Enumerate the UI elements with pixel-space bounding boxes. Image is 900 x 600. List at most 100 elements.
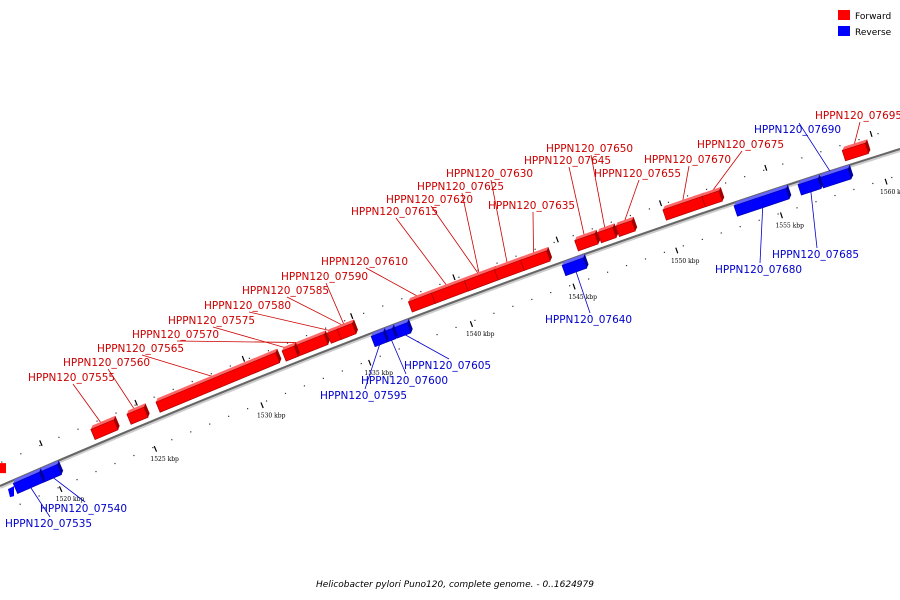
gene-block-side xyxy=(39,468,46,483)
gene-label[interactable]: HPPN120_07600 xyxy=(361,375,448,387)
minor-tick-upper xyxy=(439,283,441,285)
minor-tick-upper xyxy=(496,262,498,264)
minor-tick-upper xyxy=(210,373,212,375)
gene-label[interactable]: HPPN120_07580 xyxy=(204,300,291,312)
gene-label[interactable]: HPPN120_07685 xyxy=(772,249,859,261)
gene-block[interactable] xyxy=(281,342,301,362)
gene-label[interactable]: HPPN120_07560 xyxy=(63,357,150,369)
gene-block[interactable] xyxy=(90,415,121,440)
minor-tick xyxy=(493,312,495,314)
gene-label[interactable]: HPPN120_07630 xyxy=(446,168,533,180)
minor-tick xyxy=(341,370,343,372)
gene-block-top xyxy=(39,460,59,473)
gene-block[interactable] xyxy=(370,327,390,348)
gene-connector xyxy=(29,485,51,518)
gene-label[interactable]: HPPN120_07655 xyxy=(594,168,681,180)
minor-tick xyxy=(38,495,40,497)
gene-block-top xyxy=(126,403,146,415)
gene-block-top xyxy=(733,184,788,206)
gene-connector xyxy=(710,150,743,194)
gene-block-top xyxy=(282,342,296,351)
gene-label[interactable]: HPPN120_07635 xyxy=(488,200,575,212)
gene-label[interactable]: HPPN120_07590 xyxy=(281,271,368,283)
tick-mark xyxy=(260,402,264,409)
gene-label[interactable]: HPPN120_07645 xyxy=(524,155,611,167)
gene-block[interactable] xyxy=(819,164,854,189)
gene-connector xyxy=(325,282,346,327)
gene-connector xyxy=(51,476,86,503)
gene-label[interactable]: HPPN120_07650 xyxy=(546,143,633,155)
minor-tick-upper xyxy=(667,201,670,203)
gene-label[interactable]: HPPN120_07615 xyxy=(351,206,438,218)
minor-tick xyxy=(95,470,97,473)
gene-label[interactable]: HPPN120_07670 xyxy=(644,154,731,166)
genome-caption: Helicobacter pylori Puno120, complete ge… xyxy=(316,580,594,590)
minor-tick xyxy=(247,408,249,410)
gene-label[interactable]: HPPN120_07595 xyxy=(320,390,407,402)
gene-label[interactable]: HPPN120_07640 xyxy=(545,314,632,326)
gene-label[interactable]: HPPN120_07575 xyxy=(168,315,255,327)
minor-tick xyxy=(777,213,779,215)
gene-label[interactable]: HPPN120_07555 xyxy=(28,372,115,384)
minor-tick xyxy=(379,355,381,357)
gene-block[interactable] xyxy=(519,246,553,271)
gene-block[interactable] xyxy=(155,348,283,413)
tick-mark-upper xyxy=(241,355,246,362)
minor-tick xyxy=(322,377,324,380)
gene-connector xyxy=(810,189,818,249)
gene-connector xyxy=(248,311,333,332)
legend: Forward Reverse xyxy=(838,10,892,38)
gene-label[interactable]: HPPN120_07690 xyxy=(754,124,841,136)
gene-block[interactable] xyxy=(12,468,46,494)
minor-tick xyxy=(398,348,400,350)
minor-tick-upper xyxy=(134,404,136,406)
gene-block[interactable] xyxy=(615,216,638,237)
tick-mark xyxy=(469,321,474,328)
gene-block[interactable] xyxy=(574,229,602,252)
gene-label[interactable]: HPPN120_07625 xyxy=(417,181,504,193)
minor-tick-upper xyxy=(782,163,784,165)
tick-mark-upper xyxy=(350,313,354,320)
tick-label: 1555 kbp xyxy=(775,223,804,230)
gene-label[interactable]: HPPN120_07675 xyxy=(697,139,784,151)
gene-connector xyxy=(623,179,640,224)
gene-label[interactable]: HPPN120_07610 xyxy=(321,256,408,268)
gene-label[interactable]: HPPN120_07570 xyxy=(132,329,219,341)
gene-label[interactable]: HPPN120_07620 xyxy=(386,194,473,206)
gene-block-top xyxy=(13,468,41,484)
minor-tick-upper xyxy=(20,453,22,455)
gene-block-partial xyxy=(0,463,6,474)
minor-tick xyxy=(114,462,116,465)
gene-block[interactable] xyxy=(561,254,590,277)
gene-label[interactable]: HPPN120_07585 xyxy=(242,285,329,297)
gene-connector xyxy=(568,166,586,238)
minor-tick xyxy=(76,479,78,481)
minor-tick xyxy=(644,258,647,260)
tick-mark-upper xyxy=(39,440,43,447)
minor-tick xyxy=(625,264,628,267)
gene-label[interactable]: HPPN120_07565 xyxy=(97,343,184,355)
gene-label[interactable]: HPPN120_07535 xyxy=(5,518,92,530)
gene-block[interactable] xyxy=(701,186,725,208)
gene-block[interactable] xyxy=(733,184,792,217)
minor-tick-upper xyxy=(305,335,308,337)
minor-tick-upper xyxy=(267,350,270,352)
gene-block[interactable] xyxy=(797,174,824,196)
gene-label[interactable]: HPPN120_07680 xyxy=(715,264,802,276)
minor-tick xyxy=(663,251,666,253)
gene-block-top xyxy=(597,223,615,233)
minor-tick-upper xyxy=(1,461,3,463)
minor-tick xyxy=(57,487,59,489)
gene-block-top xyxy=(494,256,523,270)
gene-label[interactable]: HPPN120_07540 xyxy=(40,503,127,515)
gene-label[interactable]: HPPN120_07695 xyxy=(815,110,900,122)
gene-label[interactable]: HPPN120_07605 xyxy=(404,360,491,372)
gene-block[interactable] xyxy=(126,403,151,425)
gene-connector xyxy=(395,217,449,288)
gene-block[interactable] xyxy=(597,223,619,244)
gene-block[interactable] xyxy=(336,319,359,340)
gene-connector xyxy=(364,342,381,390)
gene-block[interactable] xyxy=(841,139,871,162)
tick-mark-upper xyxy=(555,236,559,243)
gene-block-side xyxy=(143,403,150,418)
